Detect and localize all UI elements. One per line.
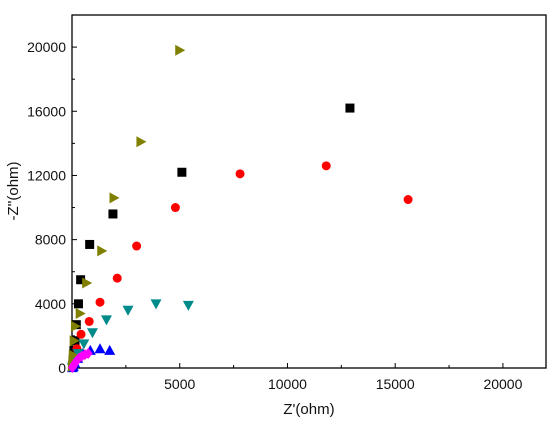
x-axis-title: Z'(ohm) bbox=[283, 401, 334, 418]
data-point-triangle-down bbox=[86, 328, 98, 339]
data-point-triangle-down bbox=[182, 300, 194, 311]
data-point-triangle-right bbox=[70, 320, 81, 332]
data-point-triangle-down bbox=[100, 315, 112, 326]
x-tick-label: 15000 bbox=[376, 376, 415, 392]
x-axis-ticks: 5000 10000 15000 20000 bbox=[71, 363, 523, 392]
data-point-square bbox=[108, 209, 118, 219]
data-point-triangle-right bbox=[175, 44, 186, 56]
data-point-circle bbox=[95, 297, 105, 307]
y-tick-label: 8000 bbox=[35, 232, 66, 248]
y-tick-label: 20000 bbox=[27, 39, 66, 55]
data-point-triangle-down bbox=[150, 299, 162, 310]
data-point-triangle-right bbox=[82, 277, 93, 289]
x-tick-label: 5000 bbox=[164, 376, 195, 392]
data-point-square bbox=[177, 167, 187, 177]
data-point-diamond bbox=[83, 348, 93, 360]
data-point-circle bbox=[235, 169, 245, 179]
data-point-circle bbox=[403, 195, 413, 205]
data-point-triangle-up bbox=[104, 344, 116, 355]
data-point-triangle-right bbox=[75, 307, 86, 319]
data-point-circle bbox=[84, 316, 94, 326]
y-tick-label: 16000 bbox=[27, 103, 66, 119]
y-tick-label: 12000 bbox=[27, 167, 66, 183]
data-point-square bbox=[345, 103, 355, 113]
y-axis-ticks: 0 4000 8000 12000 16000 20000 bbox=[27, 39, 77, 376]
data-point-circle bbox=[132, 241, 142, 251]
data-point-square bbox=[85, 239, 95, 249]
data-markers bbox=[66, 44, 413, 374]
x-tick-label: 20000 bbox=[483, 376, 522, 392]
data-point-circle bbox=[321, 161, 331, 171]
data-point-square bbox=[76, 275, 86, 285]
data-point-triangle-right bbox=[68, 349, 79, 361]
data-point-triangle-down bbox=[78, 339, 90, 350]
data-point-triangle-right bbox=[136, 136, 147, 148]
data-point-circle bbox=[112, 273, 122, 283]
y-axis-title: -Z''(ohm) bbox=[5, 161, 22, 220]
data-point-triangle-right bbox=[97, 245, 108, 257]
data-point-square bbox=[73, 299, 83, 309]
x-tick-label: 10000 bbox=[268, 376, 307, 392]
y-tick-label: 0 bbox=[58, 360, 66, 376]
y-tick-label: 4000 bbox=[35, 296, 66, 312]
data-point-circle bbox=[76, 329, 86, 339]
data-point-triangle-up bbox=[94, 343, 106, 354]
data-point-circle bbox=[170, 203, 180, 213]
data-point-triangle-right bbox=[109, 192, 120, 204]
plot-frame bbox=[71, 14, 547, 369]
data-point-triangle-right bbox=[69, 335, 80, 347]
data-point-triangle-down bbox=[122, 305, 134, 316]
